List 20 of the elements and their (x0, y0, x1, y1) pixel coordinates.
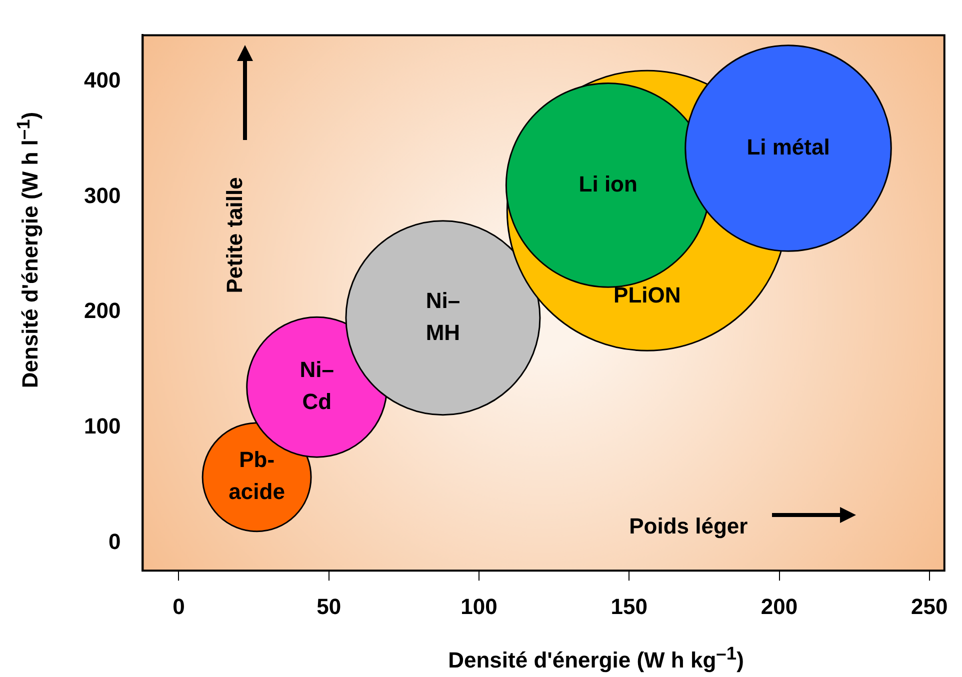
y-tick-label: 100 (84, 414, 121, 439)
series-label: Li métal (746, 134, 830, 160)
y-tick-label: 0 (108, 528, 121, 554)
x-tick-label: 50 (316, 594, 342, 619)
y-tick-label: 400 (84, 67, 121, 92)
x-tick-label: 200 (760, 594, 798, 619)
x-tick-label: 250 (911, 594, 948, 619)
series-label: PLiON (614, 282, 681, 308)
x-tick-label: 100 (460, 594, 498, 619)
annotation: Poids léger (629, 514, 748, 539)
series-label: Li ion (578, 171, 638, 196)
x-tick-label: 150 (610, 594, 648, 619)
annotation: Petite taille (222, 177, 247, 294)
y-tick-label: 200 (84, 298, 121, 324)
series-label: Ni–MH (426, 288, 460, 345)
series-label: Ni–Cd (300, 357, 334, 414)
x-axis-title: Densité d'énergie (W h kg$^{–1}$) (448, 642, 744, 674)
x-tick-label: 0 (172, 594, 185, 619)
series-label: Pb-acide (228, 447, 285, 504)
y-tick-label: 300 (84, 182, 121, 208)
